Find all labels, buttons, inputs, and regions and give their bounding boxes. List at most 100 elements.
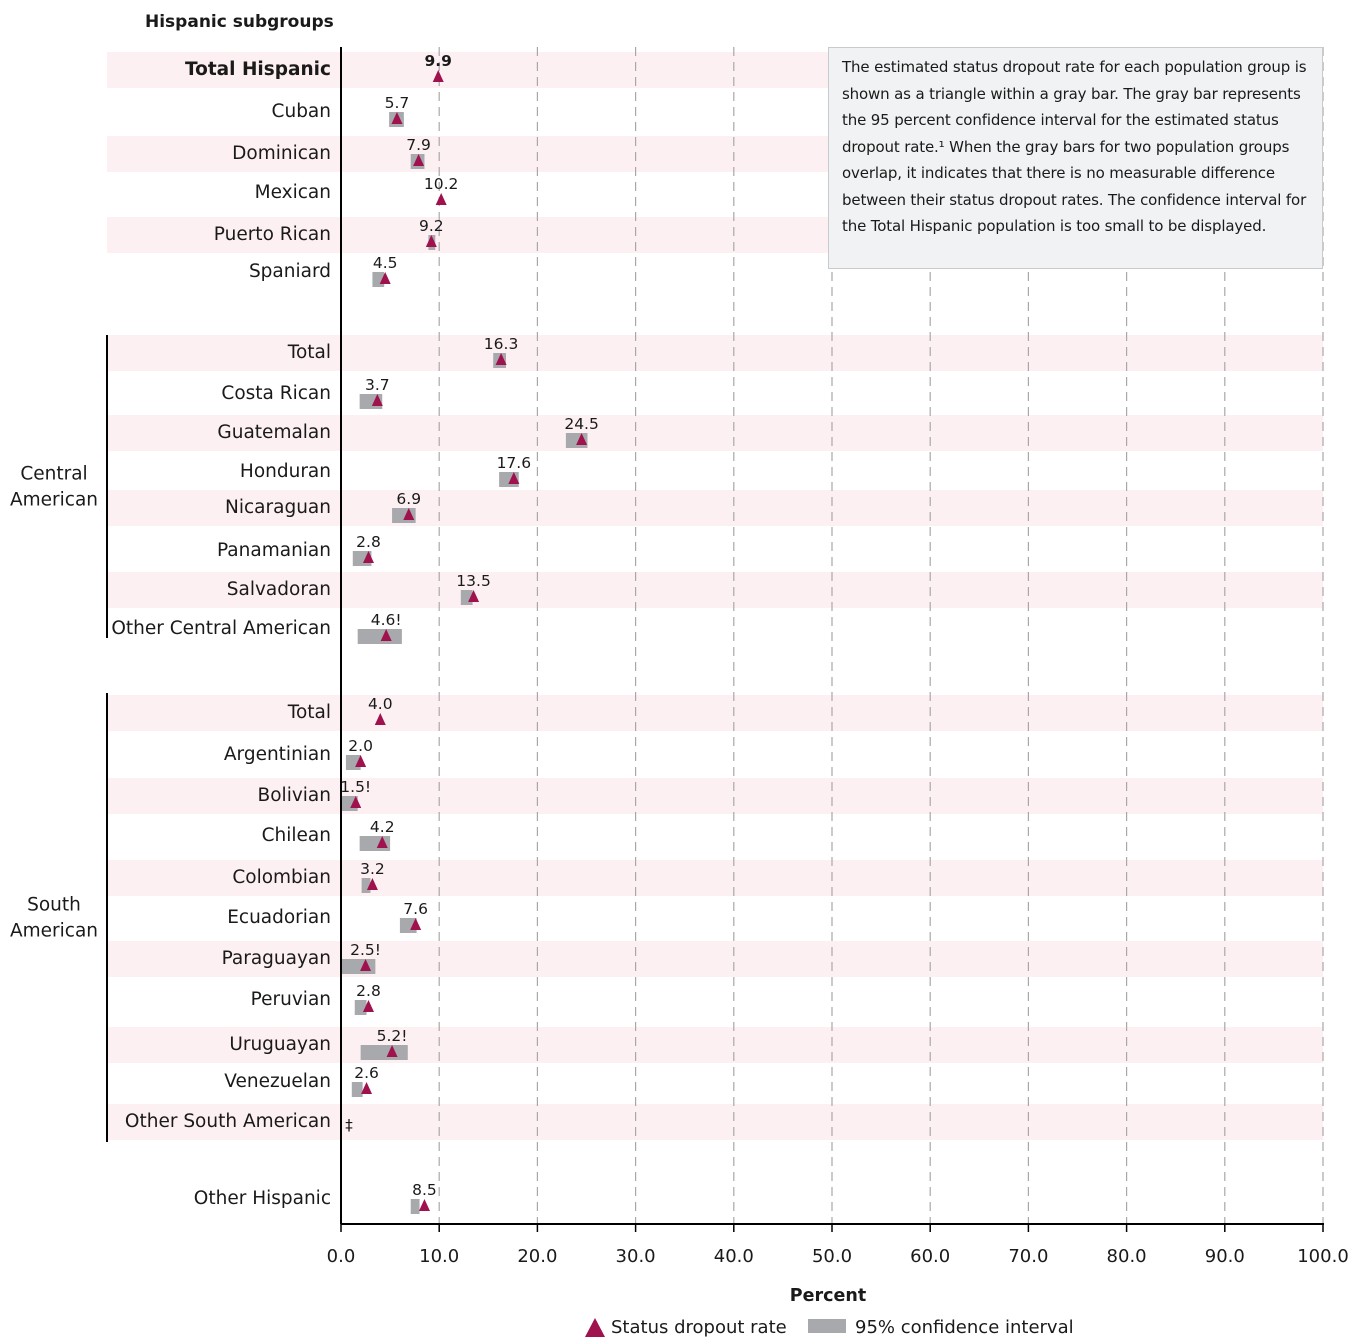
rate-triangle	[371, 394, 383, 406]
data-label: 5.2!	[377, 1027, 408, 1045]
rate-triangle	[366, 878, 378, 890]
legend-label: 95% confidence interval	[855, 1317, 1074, 1337]
rate-triangle	[374, 713, 386, 725]
row-label: Paraguayan	[222, 948, 331, 969]
rate-triangle	[380, 629, 392, 641]
ci-bar	[354, 1000, 367, 1015]
data-label: 16.3	[484, 335, 519, 353]
data-label: 10.2	[424, 175, 459, 193]
ci-bar	[341, 959, 376, 974]
data-label: 9.2	[419, 217, 444, 235]
row-label: Dominican	[232, 143, 331, 164]
row-band	[107, 778, 1323, 814]
ci-bar	[372, 272, 385, 287]
note-text: The estimated status dropout rate for ea…	[842, 58, 1307, 235]
row-band	[107, 860, 1323, 896]
rate-triangle	[376, 836, 388, 848]
row-label: Puerto Rican	[214, 224, 331, 245]
rate-triangle	[361, 1082, 373, 1094]
row-label: Colombian	[232, 867, 331, 888]
axes: 0.0 10.0 20.0 30.0 40.0 50.0 60.0 70.0 80.0 90.0 1…	[327, 47, 1349, 1306]
legend-bar-icon	[808, 1319, 846, 1333]
row-label: Salvadoran	[227, 579, 331, 600]
data-label: 6.9	[396, 490, 421, 508]
row-band	[107, 490, 1323, 526]
row-label: Chilean	[262, 825, 331, 846]
row-label: Peruvian	[251, 989, 331, 1010]
row-label: Other Central American	[111, 618, 331, 639]
rate-triangle	[362, 551, 374, 563]
rate-triangle	[576, 433, 588, 445]
row-band	[107, 695, 1323, 731]
data-label: 1.5!	[340, 778, 371, 796]
group-label: American	[10, 921, 98, 942]
row-label: Spaniard	[249, 261, 331, 282]
row-band	[107, 1027, 1323, 1063]
row-label: Nicaraguan	[225, 497, 331, 518]
data-label: 4.0	[368, 695, 393, 713]
rate-triangle	[410, 918, 422, 930]
rate-triangle	[403, 508, 415, 520]
data-label: ‡	[345, 1116, 353, 1134]
rate-triangle	[413, 154, 425, 166]
rate-triangle	[495, 353, 507, 365]
legend: Status dropout rate 95% confidence interv…	[585, 1317, 1074, 1338]
x-tick-label: 50.0	[812, 1246, 852, 1267]
y-axis-header: Hispanic subgroups	[145, 12, 334, 32]
x-tick-label: 100.0	[1297, 1246, 1349, 1267]
row-label: Guatemalan	[217, 422, 331, 443]
ci-bar	[410, 1199, 420, 1214]
x-tick-label: 70.0	[1008, 1246, 1048, 1267]
row-band	[107, 572, 1323, 608]
data-label: 17.6	[497, 454, 532, 472]
ci-bar	[357, 629, 402, 644]
x-tick-label: 90.0	[1205, 1246, 1245, 1267]
row-label: Honduran	[240, 461, 331, 482]
x-tick-label: 40.0	[714, 1246, 754, 1267]
data-label: 2.8	[356, 982, 381, 1000]
rate-triangle	[360, 959, 372, 971]
x-tick-label: 10.0	[419, 1246, 459, 1267]
ci-bar	[460, 590, 473, 605]
row-band	[107, 415, 1323, 451]
data-label: 4.5	[373, 254, 398, 272]
rate-triangle	[425, 235, 437, 247]
data-label: 2.5!	[350, 941, 381, 959]
row-label: Mexican	[255, 182, 331, 203]
data-label: 7.9	[406, 136, 431, 154]
data-label: 24.5	[564, 415, 599, 433]
rate-triangle	[355, 755, 367, 767]
row-band	[107, 335, 1323, 371]
row-label: Total	[287, 342, 331, 363]
data-label: 4.6!	[371, 611, 402, 629]
data-label: 3.2	[360, 860, 385, 878]
x-tick-label: 0.0	[327, 1246, 356, 1267]
data-label: 3.7	[365, 376, 390, 394]
data-label: 7.6	[403, 900, 428, 918]
legend-triangle-icon	[585, 1318, 605, 1337]
row-label: Cuban	[272, 101, 331, 122]
data-label: 2.8	[356, 533, 381, 551]
x-tick-label: 30.0	[616, 1246, 656, 1267]
row-band	[107, 941, 1323, 977]
rate-triangle	[418, 1199, 430, 1211]
rate-triangle	[386, 1045, 398, 1057]
data-label: 9.9	[424, 52, 451, 70]
data-label: 2.6	[354, 1064, 379, 1082]
row-label: Ecuadorian	[227, 907, 331, 928]
x-tick-label: 60.0	[910, 1246, 950, 1267]
x-tick-label: 80.0	[1107, 1246, 1147, 1267]
data-label: 5.7	[385, 94, 410, 112]
row-label: Argentinian	[224, 744, 331, 765]
ci-bar	[360, 1045, 408, 1060]
rate-triangle	[379, 272, 391, 284]
row-label: Other South American	[125, 1111, 331, 1132]
row-labels: Hispanic subgroups Total Hispanic Cuban Dom…	[10, 12, 334, 1209]
rate-triangle	[362, 1000, 374, 1012]
row-label: Costa Rican	[221, 383, 331, 404]
ci-bar	[351, 1082, 363, 1097]
row-label: Other Hispanic	[194, 1188, 331, 1209]
x-axis-label: Percent	[790, 1286, 866, 1306]
row-label: Bolivian	[258, 785, 331, 806]
row-label: Total Hispanic	[185, 59, 331, 80]
